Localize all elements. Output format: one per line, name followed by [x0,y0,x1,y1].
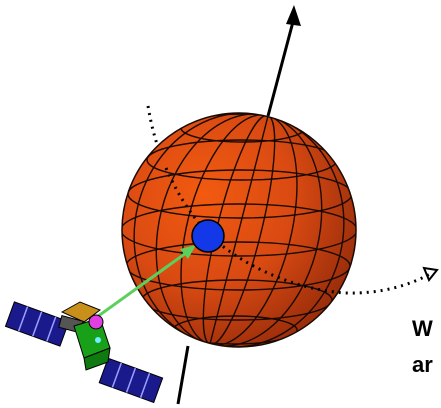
spacecraft-satellite-icon [4,301,164,404]
rotation-axis-arrowhead [286,5,301,26]
planet-sphere-icon [121,112,357,348]
caption-line-1: W [412,316,433,341]
rotation-axis-bottom [176,345,190,405]
orbit-arrowhead [422,266,439,282]
rotation-axis-top [266,17,296,117]
caption-line-2: ar [412,352,433,377]
pointing-arrow [89,251,187,324]
pointing-arrowhead [180,245,196,259]
orbit-path-front [164,167,433,295]
target-point-marker-icon [191,219,225,253]
